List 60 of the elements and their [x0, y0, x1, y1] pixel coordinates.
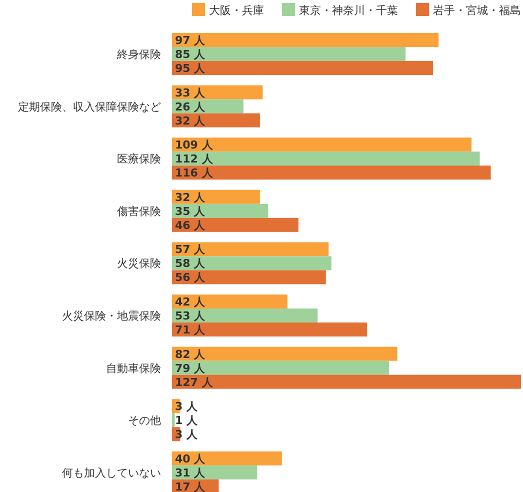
data-label: 79 人	[175, 362, 206, 375]
y-tick-label: 終身保険	[116, 48, 161, 61]
bar	[172, 85, 263, 100]
y-tick-label: 何も加入していない	[62, 466, 161, 480]
data-label: 85 人	[175, 48, 206, 61]
bar	[172, 346, 398, 361]
data-label: 58 人	[175, 257, 206, 270]
data-label: 127 人	[175, 376, 214, 389]
data-label: 42 人	[175, 296, 206, 308]
data-label: 46 人	[175, 218, 206, 232]
bar	[172, 270, 326, 284]
y-tick-label: 定期保険、収入保障保険など	[18, 100, 161, 114]
bar	[172, 190, 260, 204]
data-label: 57 人	[175, 243, 206, 256]
y-tick-label: 火災保険・地震保険	[62, 310, 161, 322]
bar	[172, 113, 260, 128]
data-label: 40 人	[175, 452, 206, 466]
legend-label: 岩手・宮城・福島	[433, 4, 521, 17]
data-label: 26 人	[175, 100, 206, 114]
data-label: 35 人	[175, 204, 206, 218]
data-label: 56 人	[175, 271, 206, 284]
y-tick-label: 傷害保険	[117, 204, 161, 218]
bar	[172, 256, 332, 270]
data-label: 32 人	[175, 190, 206, 204]
data-label: 109 人	[175, 138, 214, 152]
data-label: 71 人	[175, 324, 206, 336]
bar	[172, 374, 521, 389]
legend-label: 大阪・兵庫	[209, 4, 264, 17]
bar	[172, 413, 175, 428]
y-tick-label: 医療保険	[117, 152, 161, 166]
data-label: 82 人	[175, 348, 206, 361]
data-label: 53 人	[175, 310, 206, 322]
bar	[172, 360, 390, 375]
data-label: 95 人	[175, 62, 206, 75]
bar	[172, 204, 268, 218]
data-label: 116 人	[175, 166, 214, 180]
bar	[172, 138, 472, 152]
data-label: 17 人	[175, 480, 206, 492]
data-label: 112 人	[175, 152, 214, 166]
bar	[172, 308, 318, 322]
bar	[172, 465, 258, 480]
bar	[172, 166, 491, 180]
data-label: 32 人	[175, 114, 206, 128]
legend-label: 東京・神奈川・千葉	[299, 4, 398, 17]
y-tick-label: その他	[128, 414, 161, 428]
data-label: 97 人	[175, 34, 206, 47]
bar	[172, 47, 406, 61]
data-label: 33 人	[175, 86, 206, 100]
bar	[172, 33, 439, 47]
bar	[172, 152, 480, 166]
bar	[172, 294, 288, 308]
data-label: 1 人	[175, 414, 198, 428]
data-label: 31 人	[175, 466, 206, 480]
bar	[172, 242, 329, 256]
bar	[172, 322, 368, 336]
bar	[172, 218, 298, 232]
bar	[172, 451, 282, 466]
y-tick-label: 自動車保険	[106, 362, 161, 375]
y-tick-label: 火災保険	[117, 257, 161, 270]
bar	[172, 61, 434, 75]
